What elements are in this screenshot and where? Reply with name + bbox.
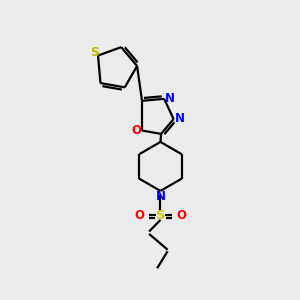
Text: O: O <box>134 209 145 222</box>
Text: O: O <box>176 209 186 222</box>
Text: S: S <box>90 46 99 59</box>
Text: S: S <box>156 209 165 222</box>
Text: N: N <box>165 92 175 105</box>
Text: N: N <box>155 190 166 203</box>
Text: O: O <box>132 124 142 137</box>
Text: N: N <box>175 112 184 125</box>
